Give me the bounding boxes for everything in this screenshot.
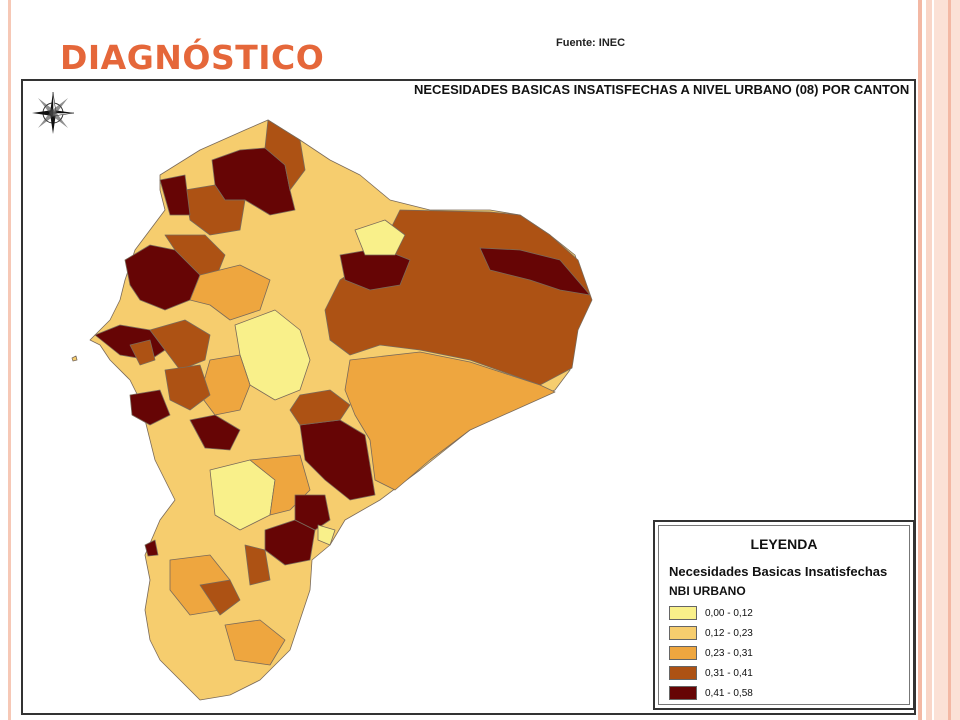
region-nw-brown [184, 184, 246, 236]
slide-right-decoration [926, 0, 932, 720]
region-zamora-dark-2 [294, 494, 331, 531]
region-north-brown [264, 119, 306, 191]
region-ne-dark [479, 247, 591, 296]
compass-rose-icon [32, 91, 75, 134]
legend-swatch [669, 646, 697, 660]
map-legend: LEYENDA Necesidades Basicas Insatisfecha… [653, 520, 915, 710]
region-south-orange-3 [224, 619, 286, 666]
region-zamora-light [317, 524, 336, 546]
legend-inner-border: LEYENDA Necesidades Basicas Insatisfecha… [658, 525, 910, 705]
legend-label: 0,23 - 0,31 [705, 647, 753, 659]
legend-item: 0,23 - 0,31 [669, 646, 753, 660]
legend-item: 0,00 - 0,12 [669, 606, 753, 620]
slide-right-decoration [918, 0, 922, 720]
region-coast-brown-3 [129, 339, 156, 366]
slide-title: DIAGNÓSTICO [60, 38, 325, 77]
legend-swatch [669, 626, 697, 640]
region-light-1 [354, 219, 406, 256]
region-central-dark-2 [189, 414, 241, 451]
region-coast-brown-2 [149, 319, 211, 371]
region-pastaza [344, 351, 556, 491]
legend-swatch [669, 666, 697, 680]
region-south-brown-1 [244, 544, 271, 586]
legend-swatch [669, 606, 697, 620]
region-nw-dark [159, 174, 191, 216]
region-morona-brown [289, 389, 351, 426]
slide-left-border [8, 0, 11, 720]
legend-label: 0,41 - 0,58 [705, 687, 753, 699]
region-central-brown [164, 364, 211, 411]
legend-title: LEYENDA [750, 536, 818, 552]
region-coast-orange-1 [189, 264, 271, 321]
legend-item: 0,31 - 0,41 [669, 666, 753, 680]
island [71, 355, 78, 362]
region-south-brown-2 [199, 579, 241, 616]
legend-label: 0,00 - 0,12 [705, 607, 753, 619]
map-title: NECESIDADES BASICAS INSATISFECHAS A NIVE… [414, 82, 910, 97]
legend-label: 0,12 - 0,23 [705, 627, 753, 639]
slide-right-decoration [948, 0, 951, 720]
legend-label: 0,31 - 0,41 [705, 667, 753, 679]
region-sw-dark [144, 539, 159, 557]
source-note: Fuente: INEC [556, 37, 626, 49]
legend-item: 0,41 - 0,58 [669, 686, 753, 700]
legend-variable: NBI URBANO [669, 584, 746, 598]
legend-item: 0,12 - 0,23 [669, 626, 753, 640]
legend-subtitle: Necesidades Basicas Insatisfechas [669, 564, 888, 579]
legend-swatch [669, 686, 697, 700]
region-morona-dark [299, 419, 376, 501]
slide-right-decoration [934, 0, 960, 720]
region-central-dark [129, 389, 171, 426]
